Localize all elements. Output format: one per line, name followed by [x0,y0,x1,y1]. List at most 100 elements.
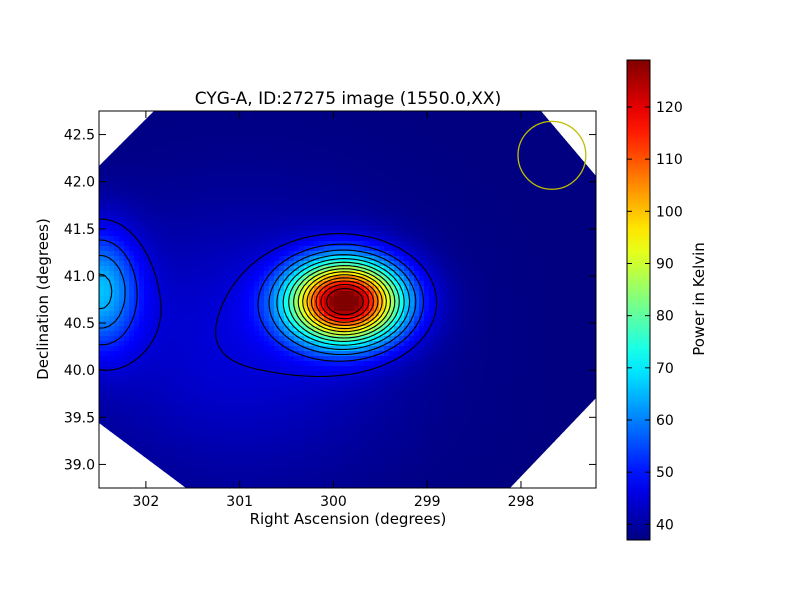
heat-cell [254,266,260,272]
heat-cell [429,181,435,187]
heat-cell [484,301,490,307]
heat-cell [209,151,215,157]
heat-cell [404,241,410,247]
heat-cell [189,116,195,122]
heat-cell [194,196,200,202]
heat-cell [304,171,310,177]
heat-cell [554,296,560,302]
heat-cell [549,166,555,172]
heat-cell [439,161,445,167]
heat-cell [119,326,125,332]
heat-cell [194,256,200,262]
heat-cell [174,326,180,332]
heat-cell [129,216,135,222]
heat-cell [219,246,225,252]
heat-cell [349,306,355,312]
heat-cell [439,281,445,287]
heat-cell [354,241,360,247]
heat-cell [179,311,185,317]
heat-cell [314,136,320,142]
heat-cell [449,141,455,147]
heat-cell [524,141,530,147]
heat-cell [359,276,365,282]
heat-cell [329,156,335,162]
heat-cell [559,201,565,207]
heat-cell [314,266,320,272]
heat-cell [164,141,170,147]
heat-cell [139,136,145,142]
heat-cell [219,146,225,152]
heat-cell [479,121,485,127]
heat-cell [289,171,295,177]
heat-cell [549,181,555,187]
heat-cell [559,311,565,317]
heat-cell [204,191,210,197]
heat-cell [504,276,510,282]
heat-cell [389,171,395,177]
heat-cell [144,131,150,137]
heat-cell [519,301,525,307]
heat-cell [539,306,545,312]
heat-cell [104,251,110,257]
heat-cell [189,291,195,297]
heat-cell [499,276,505,282]
heat-cell [334,306,340,312]
heat-cell [124,136,130,142]
heat-cell [409,296,415,302]
heat-cell [559,171,565,177]
heat-cell [469,276,475,282]
heat-cell [144,121,150,127]
heat-cell [594,261,596,267]
heat-cell [119,221,125,227]
heat-cell [409,126,415,132]
heat-cell [474,236,480,242]
heat-cell [549,236,555,242]
heat-cell [494,321,500,327]
heat-cell [499,321,505,327]
heat-cell [414,231,420,237]
heat-cell [534,306,540,312]
heat-cell [104,326,110,332]
heat-cell [359,116,365,122]
heat-cell [189,231,195,237]
heat-cell [349,271,355,277]
heat-cell [459,111,465,117]
heat-cell [524,246,530,252]
heat-cell [139,201,145,207]
heat-cell [449,206,455,212]
heat-cell [104,321,110,327]
heat-cell [449,136,455,142]
heat-cell [289,246,295,252]
heat-cell [139,301,145,307]
heat-cell [149,226,155,232]
heat-cell [349,111,355,117]
heat-cell [394,211,400,217]
heat-cell [394,151,400,157]
heat-cell [479,256,485,262]
heat-cell [574,226,580,232]
heat-cell [304,111,310,117]
heat-cell [204,211,210,217]
heat-cell [104,316,110,322]
heat-cell [479,261,485,267]
heat-cell [389,256,395,262]
heat-cell [589,181,595,187]
heat-cell [234,186,240,192]
heat-cell [354,296,360,302]
heat-cell [164,286,170,292]
heat-cell [259,301,265,307]
heat-cell [394,126,400,132]
heat-cell [534,151,540,157]
heat-cell [529,256,535,262]
heat-cell [514,126,520,132]
heat-cell [429,301,435,307]
heat-cell [179,346,185,352]
heat-cell [119,236,125,242]
heat-cell [534,156,540,162]
heat-cell [274,191,280,197]
heat-cell [504,176,510,182]
heat-cell [574,151,580,157]
heat-cell [269,326,275,332]
heat-cell [124,161,130,167]
heat-cell [449,216,455,222]
